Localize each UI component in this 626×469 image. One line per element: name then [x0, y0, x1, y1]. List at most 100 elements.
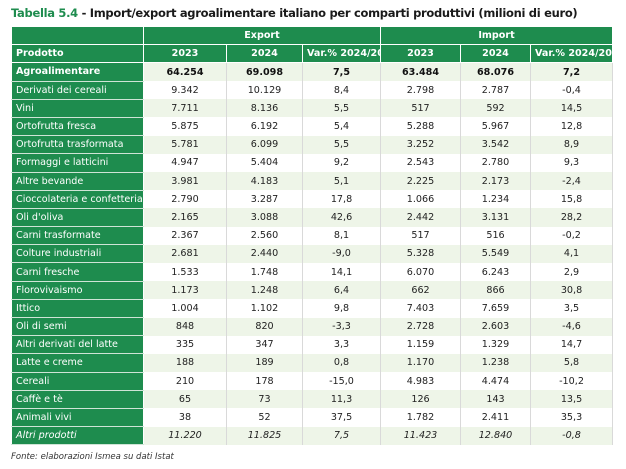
value-cell: 1.159 [380, 335, 461, 354]
value-cell: 5,1 [302, 172, 381, 191]
value-cell: 4.183 [226, 172, 303, 191]
value-cell: 2.728 [380, 317, 461, 336]
value-cell: 5.328 [380, 244, 461, 263]
product-name: Ortofrutta trasformata [11, 135, 144, 155]
value-cell: 126 [380, 390, 461, 409]
header-col: 2024 [460, 44, 531, 64]
table-row: Colture industriali 2.681 2.440 -9,0 5.328 5.… [11, 244, 614, 264]
value-cell: 5.288 [380, 117, 461, 136]
import-export-table: Export Import Prodotto 2023 2024 Var.% 2… [11, 25, 614, 446]
source-note: Fonte: elaborazioni Ismea su dati Istat [11, 452, 174, 462]
value-cell: 2.790 [143, 190, 227, 209]
value-cell: 3.542 [460, 135, 531, 154]
value-cell: 11.220 [143, 426, 227, 445]
value-cell: 5.404 [226, 153, 303, 172]
product-name: Carni trasformate [11, 226, 144, 246]
value-cell: 143 [460, 390, 531, 409]
value-cell: 5,5 [302, 99, 381, 118]
value-cell: 5,8 [529, 353, 614, 373]
value-cell: 5.781 [143, 135, 227, 154]
table-title: Tabella 5.4 - Import/export agroalimenta… [11, 6, 578, 20]
value-cell: 820 [226, 317, 303, 336]
value-cell: 5.967 [460, 117, 531, 136]
value-cell: 2.603 [460, 317, 531, 336]
value-cell: 188 [143, 353, 227, 373]
value-cell: 4,1 [529, 244, 614, 263]
value-cell: 6.243 [460, 262, 531, 282]
value-cell: 2.165 [143, 208, 227, 227]
product-name: Cereali [11, 371, 144, 391]
value-cell: 8,1 [302, 226, 381, 245]
value-cell: 10.129 [226, 81, 303, 100]
value-cell: 7,2 [529, 62, 614, 82]
value-cell: 2.440 [226, 244, 303, 263]
value-cell: 35,3 [529, 408, 614, 427]
value-cell: 7,5 [302, 62, 381, 82]
value-cell: 1.173 [143, 281, 227, 300]
value-cell: 2.787 [460, 81, 531, 100]
value-cell: 1.248 [226, 281, 303, 300]
table-row: Formaggi e latticini 4.947 5.404 9,2 2.543 2.… [11, 153, 614, 173]
value-cell: -2,4 [529, 172, 614, 191]
table-row: Latte e creme 188 189 0,8 1.170 1.238 5,8 [11, 353, 614, 373]
value-cell: 3.287 [226, 190, 303, 209]
total-row: Agroalimentare 64.254 69.098 7,5 63.484 68.07… [11, 62, 614, 82]
value-cell: 64.254 [143, 62, 227, 82]
value-cell: 6.192 [226, 117, 303, 136]
value-cell: 1.238 [460, 353, 531, 373]
value-cell: 2.780 [460, 153, 531, 172]
product-name: Ortofrutta fresca [11, 116, 144, 137]
product-name: Altri prodotti [11, 426, 144, 446]
value-cell: 4.474 [460, 372, 531, 391]
table-row: Florovivaismo 1.173 1.248 6,4 662 866 30,8 [11, 280, 614, 300]
value-cell: 2.442 [380, 208, 461, 227]
value-cell: 2.681 [143, 244, 227, 263]
value-cell: 11.825 [226, 426, 303, 445]
header-col: 2024 [226, 44, 303, 64]
header-product: Prodotto [11, 44, 144, 64]
product-name: Caffè e tè [11, 389, 144, 409]
product-name: Carni fresche [11, 262, 144, 282]
value-cell: 2.543 [380, 153, 461, 172]
header-row-cols: Prodotto 2023 2024 Var.% 2024/2023 2023 … [11, 44, 614, 64]
value-cell: 1.004 [143, 299, 227, 318]
header-export: Export [143, 25, 381, 46]
product-name: Animali vivi [11, 407, 144, 428]
product-name: Colture industriali [11, 244, 144, 264]
value-cell: 14,7 [529, 335, 614, 354]
product-name: Derivati dei cereali [11, 80, 144, 100]
value-cell: 3,5 [529, 299, 614, 318]
table-row: Oli di semi 848 820 -3,3 2.728 2.603 -4,6 [11, 316, 614, 337]
value-cell: 7.659 [460, 299, 531, 318]
value-cell: 4.947 [143, 153, 227, 172]
value-cell: 8,9 [529, 135, 614, 154]
value-cell: 1.782 [380, 408, 461, 427]
table-row: Carni trasformate 2.367 2.560 8,1 517 516 -0,2 [11, 226, 614, 246]
table-row: Derivati dei cereali 9.342 10.129 8,4 2.798 2… [11, 80, 614, 100]
value-cell: 14,5 [529, 99, 614, 118]
value-cell: 5.549 [460, 244, 531, 263]
value-cell: 1.533 [143, 262, 227, 282]
value-cell: 3.088 [226, 208, 303, 227]
value-cell: 8.136 [226, 99, 303, 118]
product-name: Altre bevande [11, 171, 144, 191]
value-cell: 7.711 [143, 99, 227, 118]
table-row: Animali vivi 38 52 37,5 1.782 2.411 35,3 [11, 407, 614, 428]
value-cell: 6,4 [302, 281, 381, 300]
header-row-groups: Export Import [11, 25, 614, 46]
value-cell: 9,3 [529, 153, 614, 172]
value-cell: 2.798 [380, 81, 461, 100]
header-col: 2023 [143, 44, 227, 64]
value-cell: 6.070 [380, 262, 461, 282]
value-cell: 63.484 [380, 62, 461, 82]
value-cell: 178 [226, 372, 303, 391]
header-col: 2023 [380, 44, 461, 64]
table-row: Vini 7.711 8.136 5,5 517 592 14,5 [11, 98, 614, 118]
value-cell: 11.423 [380, 426, 461, 445]
product-name: Oli di semi [11, 316, 144, 337]
value-cell: 12.840 [460, 426, 531, 445]
product-name: Ittico [11, 298, 144, 319]
value-cell: 848 [143, 317, 227, 336]
value-cell: 8,4 [302, 81, 381, 100]
value-cell: 1.329 [460, 335, 531, 354]
